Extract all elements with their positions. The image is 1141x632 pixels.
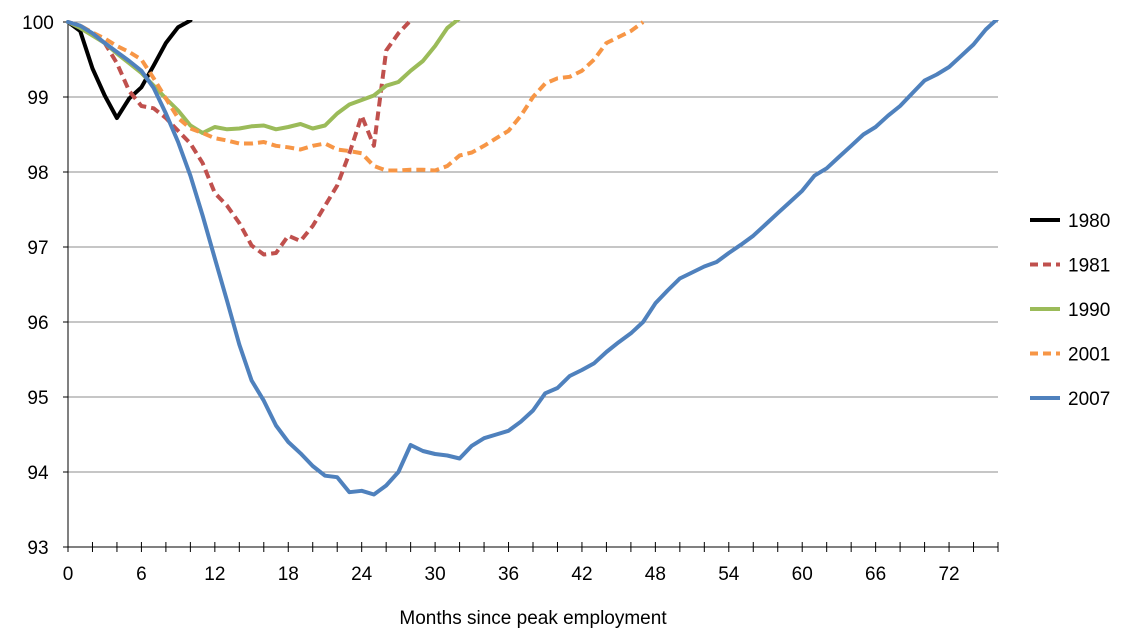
y-tick-label: 94 — [27, 463, 49, 484]
tick-labels: 93 94 95 96 97 98 99 100 0 6 12 18 24 30 36 42 48 54 60 66 7… — [22, 13, 959, 585]
y-tick-label: 97 — [27, 238, 48, 259]
x-tick-label: 42 — [571, 564, 592, 585]
y-tick-label: 100 — [22, 13, 54, 34]
x-tick-label: 30 — [425, 564, 446, 585]
series-line-2001 — [67, 20, 645, 173]
series-line-1981 — [67, 20, 413, 257]
x-tick-label: 12 — [204, 564, 225, 585]
gridlines — [68, 21, 998, 473]
x-tick-label: 48 — [645, 564, 666, 585]
x-tick-label: 72 — [938, 564, 959, 585]
x-tick-label: 18 — [278, 564, 299, 585]
y-tick-label: 95 — [27, 388, 48, 409]
legend-label-2007: 2007 — [1068, 389, 1110, 410]
x-tick-label: 60 — [792, 564, 813, 585]
x-tick-label: 6 — [136, 564, 147, 585]
series-line-2007 — [66, 20, 1000, 497]
x-tick-label: 54 — [718, 564, 740, 585]
y-tick-label: 96 — [27, 313, 48, 334]
legend-label-1981: 1981 — [1068, 256, 1110, 277]
legend-label-1980: 1980 — [1068, 211, 1110, 232]
legend-label-2001: 2001 — [1068, 345, 1110, 366]
legend-label-1990: 1990 — [1068, 300, 1110, 321]
series-lines — [66, 20, 1000, 497]
axes — [63, 21, 999, 552]
x-tick-label: 24 — [351, 564, 373, 585]
legend: 1980 1981 1990 2001 2007 — [1030, 211, 1110, 410]
y-tick-label: 99 — [27, 88, 48, 109]
series-line-1990 — [66, 20, 461, 135]
y-tick-label: 93 — [27, 538, 48, 559]
x-tick-label: 66 — [865, 564, 886, 585]
series-line-1980 — [66, 20, 193, 120]
x-axis-title: Months since peak employment — [399, 608, 667, 629]
x-tick-label: 0 — [63, 564, 74, 585]
y-tick-label: 98 — [27, 163, 48, 184]
x-tick-label: 36 — [498, 564, 519, 585]
